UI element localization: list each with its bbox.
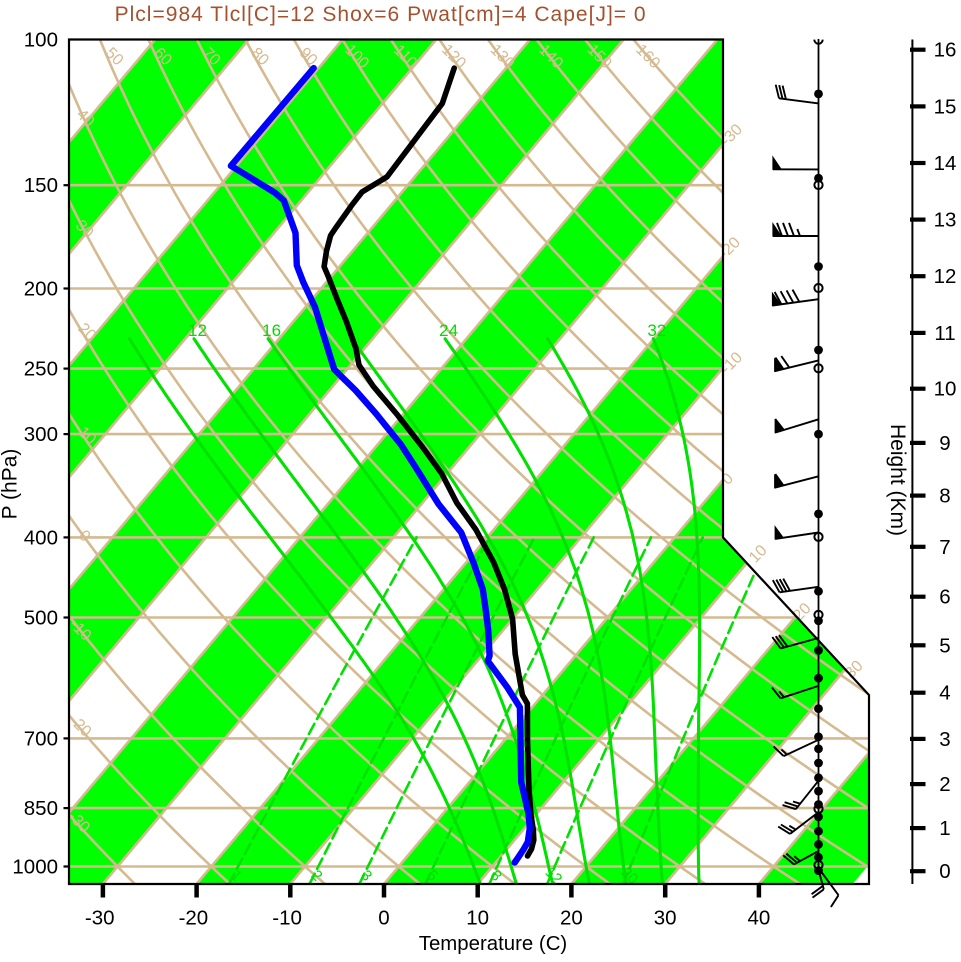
svg-text:10: 10 xyxy=(466,907,489,930)
svg-text:2: 2 xyxy=(939,773,950,796)
svg-text:-10: -10 xyxy=(272,907,302,930)
svg-text:-20: -20 xyxy=(179,907,209,930)
svg-text:0: 0 xyxy=(939,860,950,883)
svg-text:15: 15 xyxy=(934,95,957,118)
svg-text:0: 0 xyxy=(378,907,389,930)
svg-text:1000: 1000 xyxy=(12,856,58,879)
svg-text:7: 7 xyxy=(939,536,950,559)
svg-text:11: 11 xyxy=(934,322,955,345)
svg-text:40: 40 xyxy=(747,907,770,930)
svg-text:500: 500 xyxy=(24,607,58,630)
svg-text:12: 12 xyxy=(188,321,207,340)
svg-text:4: 4 xyxy=(939,682,950,705)
svg-text:16: 16 xyxy=(262,321,281,340)
svg-text:850: 850 xyxy=(24,797,58,820)
svg-text:13: 13 xyxy=(934,209,957,232)
svg-text:12: 12 xyxy=(934,265,957,288)
svg-text:300: 300 xyxy=(24,423,58,446)
svg-text:Temperature (C): Temperature (C) xyxy=(419,933,567,955)
svg-text:P (hPa): P (hPa) xyxy=(0,449,22,520)
svg-text:-30: -30 xyxy=(85,907,115,930)
svg-text:700: 700 xyxy=(24,727,58,750)
svg-text:5: 5 xyxy=(939,634,950,657)
svg-text:250: 250 xyxy=(24,358,58,381)
svg-text:6: 6 xyxy=(939,586,950,609)
svg-text:16: 16 xyxy=(934,39,957,62)
svg-text:32: 32 xyxy=(647,321,666,340)
svg-text:8: 8 xyxy=(939,485,950,508)
svg-text:100: 100 xyxy=(24,29,58,52)
svg-text:3: 3 xyxy=(939,728,950,751)
svg-text:Plcl=984 Tlcl[C]=12 Shox=6 Pwa: Plcl=984 Tlcl[C]=12 Shox=6 Pwat[cm]=4 Ca… xyxy=(115,3,646,26)
svg-text:1: 1 xyxy=(939,817,950,840)
svg-text:14: 14 xyxy=(934,152,957,175)
svg-text:400: 400 xyxy=(24,526,58,549)
svg-text:30: 30 xyxy=(654,907,677,930)
svg-text:10: 10 xyxy=(934,378,957,401)
svg-text:20: 20 xyxy=(560,907,583,930)
svg-text:200: 200 xyxy=(24,278,58,301)
svg-text:150: 150 xyxy=(24,174,58,197)
svg-text:24: 24 xyxy=(439,321,458,340)
svg-text:9: 9 xyxy=(939,432,950,455)
svg-text:Height (Km): Height (Km) xyxy=(886,424,909,536)
